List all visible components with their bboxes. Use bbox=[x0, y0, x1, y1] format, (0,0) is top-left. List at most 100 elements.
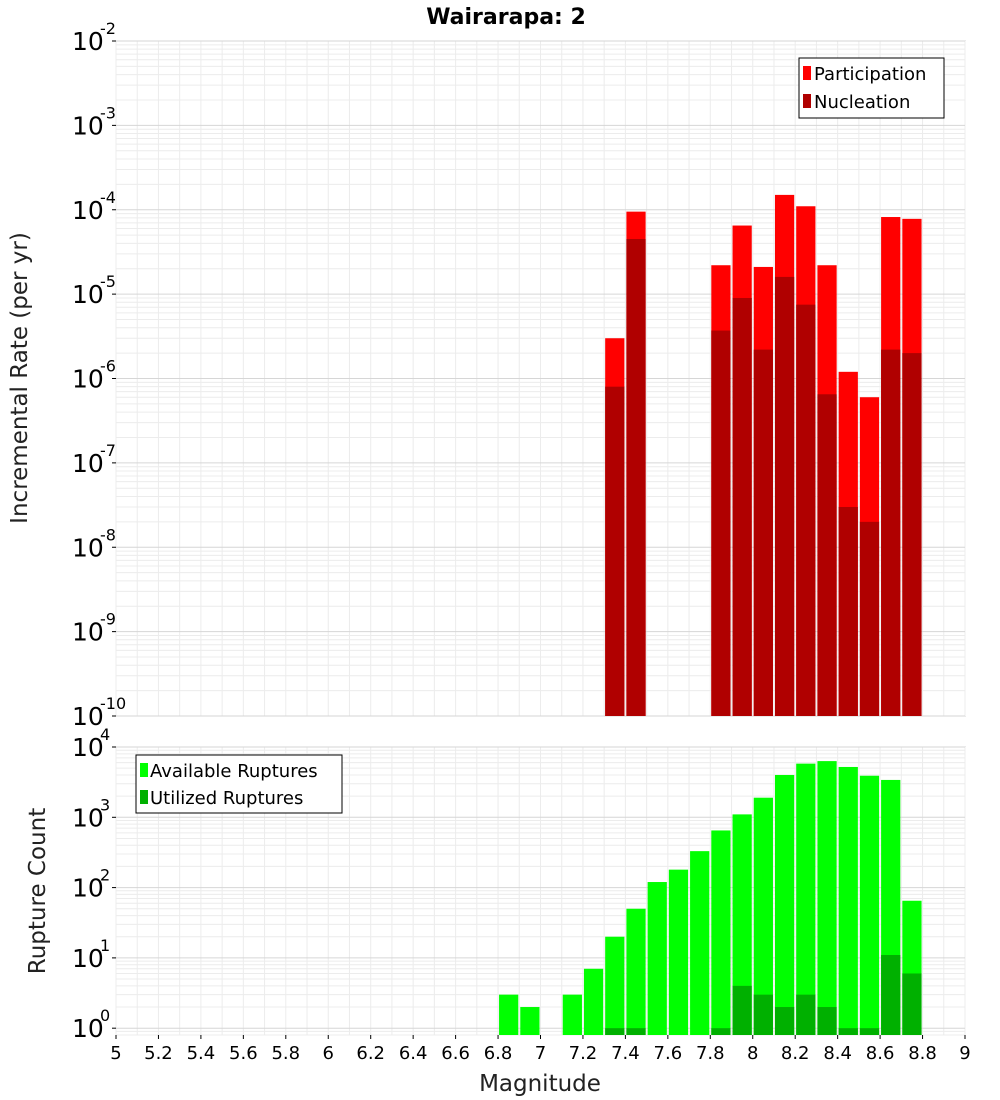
count-bar-secondary bbox=[838, 1028, 858, 1035]
count-bar-primary bbox=[499, 994, 519, 1035]
top-y-tick-exponent: -10 bbox=[100, 694, 126, 713]
legend-swatch-nucleation bbox=[803, 94, 811, 108]
x-tick-label: 7.6 bbox=[654, 1043, 683, 1064]
rate-bar-secondary bbox=[774, 276, 795, 716]
rate-bar-secondary bbox=[605, 386, 625, 716]
top-y-tick: 10-7 bbox=[72, 441, 116, 478]
top-y-tick-exponent: -8 bbox=[100, 525, 116, 544]
rate-bar-secondary bbox=[838, 506, 858, 716]
top-y-tick-base: 10 bbox=[72, 196, 104, 225]
top-y-tick-base: 10 bbox=[72, 280, 104, 309]
top-legend: Participation Nucleation bbox=[798, 57, 945, 119]
legend-label-nucleation: Nucleation bbox=[814, 92, 910, 113]
top-y-tick-exponent: -4 bbox=[100, 188, 116, 207]
top-y-tick: 10-3 bbox=[72, 103, 116, 140]
bottom-y-tick: 101 bbox=[72, 936, 116, 973]
top-y-tick-base: 10 bbox=[72, 618, 104, 647]
count-bar-primary bbox=[626, 908, 646, 1035]
top-y-tick-exponent: -2 bbox=[100, 19, 116, 38]
x-tick-label: 5.2 bbox=[144, 1043, 173, 1064]
bottom-y-tick-base: 10 bbox=[72, 1014, 104, 1043]
x-axis-label: Magnitude bbox=[479, 1071, 601, 1097]
count-bar-primary bbox=[583, 968, 604, 1035]
count-bar-primary bbox=[647, 882, 667, 1035]
count-bar-secondary bbox=[626, 1028, 646, 1035]
count-bar-secondary bbox=[753, 994, 773, 1035]
count-bar-secondary bbox=[605, 1028, 625, 1035]
top-y-tick-base: 10 bbox=[72, 365, 104, 394]
rate-bar-secondary bbox=[881, 349, 901, 716]
bottom-y-tick: 104 bbox=[72, 725, 116, 762]
x-tick-label: 8.6 bbox=[866, 1043, 895, 1064]
top-bars bbox=[605, 194, 922, 716]
top-y-tick-exponent: -3 bbox=[100, 103, 116, 122]
top-y-tick: 10-8 bbox=[72, 525, 116, 562]
top-y-tick: 10-9 bbox=[72, 610, 116, 647]
count-bar-primary bbox=[817, 761, 837, 1035]
x-tick-label: 8 bbox=[747, 1043, 758, 1064]
count-bar-primary bbox=[796, 763, 816, 1035]
bottom-y-tick-exponent: 3 bbox=[100, 795, 110, 814]
top-y-tick: 10-5 bbox=[72, 272, 116, 309]
top-y-axis-label: Incremental Rate (per yr) bbox=[7, 232, 33, 524]
count-bar-secondary bbox=[732, 985, 752, 1035]
legend-swatch-participation bbox=[803, 66, 811, 80]
top-y-tick: 10-10 bbox=[72, 694, 126, 731]
count-bar-secondary bbox=[881, 954, 901, 1035]
legend-swatch-available bbox=[140, 763, 148, 777]
x-tick-label: 8.8 bbox=[908, 1043, 937, 1064]
count-bar-primary bbox=[562, 994, 582, 1035]
bottom-y-tick-exponent: 2 bbox=[100, 866, 110, 885]
count-bar-primary bbox=[520, 1007, 540, 1035]
x-tick-label: 5 bbox=[110, 1043, 121, 1064]
top-grid bbox=[115, 40, 966, 717]
count-bar-secondary bbox=[774, 1007, 795, 1035]
count-bar-primary bbox=[838, 766, 858, 1035]
bottom-y-tick-base: 10 bbox=[72, 803, 104, 832]
top-y-tick-exponent: -9 bbox=[100, 610, 116, 629]
bottom-y-tick-exponent: 1 bbox=[100, 936, 110, 955]
x-tick-label: 9 bbox=[959, 1043, 970, 1064]
rate-bar-secondary bbox=[711, 330, 731, 716]
bottom-y-tick-base: 10 bbox=[72, 944, 104, 973]
bottom-y-tick-exponent: 0 bbox=[100, 1006, 110, 1025]
count-bar-secondary bbox=[796, 994, 816, 1035]
x-ticks: 5 5.2 5.4 5.6 5.8 6 6.2 6.4 6.6 6.8 7 7.2 7.4 7.6 7.8 8… bbox=[110, 1035, 971, 1064]
x-tick-label: 8.4 bbox=[823, 1043, 852, 1064]
top-y-tick: 10-2 bbox=[72, 19, 116, 56]
x-tick-label: 6 bbox=[323, 1043, 334, 1064]
x-tick-label: 5.6 bbox=[229, 1043, 258, 1064]
bottom-y-tick-base: 10 bbox=[72, 874, 104, 903]
count-bar-secondary bbox=[711, 1028, 731, 1035]
legend-swatch-utilized bbox=[140, 790, 148, 804]
top-y-tick-base: 10 bbox=[72, 533, 104, 562]
bottom-y-tick: 102 bbox=[72, 866, 116, 903]
x-tick-label: 7 bbox=[535, 1043, 546, 1064]
top-legend-box bbox=[798, 57, 945, 119]
count-bar-primary bbox=[668, 869, 689, 1035]
top-y-tick-base: 10 bbox=[72, 702, 104, 731]
count-bar-primary bbox=[605, 936, 625, 1035]
legend-label-available: Available Ruptures bbox=[150, 761, 318, 782]
top-y-tick-base: 10 bbox=[72, 27, 104, 56]
x-tick-label: 5.8 bbox=[271, 1043, 300, 1064]
count-bar-secondary bbox=[859, 1028, 880, 1035]
x-tick-label: 7.8 bbox=[696, 1043, 725, 1064]
rate-bar-secondary bbox=[626, 239, 646, 716]
bottom-y-axis-label: Rupture Count bbox=[25, 808, 51, 974]
top-y-tick-base: 10 bbox=[72, 111, 104, 140]
top-y-tick-exponent: -6 bbox=[100, 357, 116, 376]
bottom-y-tick: 100 bbox=[72, 1006, 116, 1043]
legend-label-participation: Participation bbox=[814, 64, 926, 85]
x-tick-label: 7.2 bbox=[569, 1043, 598, 1064]
bottom-legend: Available Ruptures Utilized Ruptures bbox=[135, 754, 343, 814]
count-bar-primary bbox=[859, 775, 880, 1035]
rate-bar-secondary bbox=[753, 349, 773, 716]
rate-bar-secondary bbox=[902, 353, 922, 716]
rate-bar-secondary bbox=[732, 297, 752, 716]
